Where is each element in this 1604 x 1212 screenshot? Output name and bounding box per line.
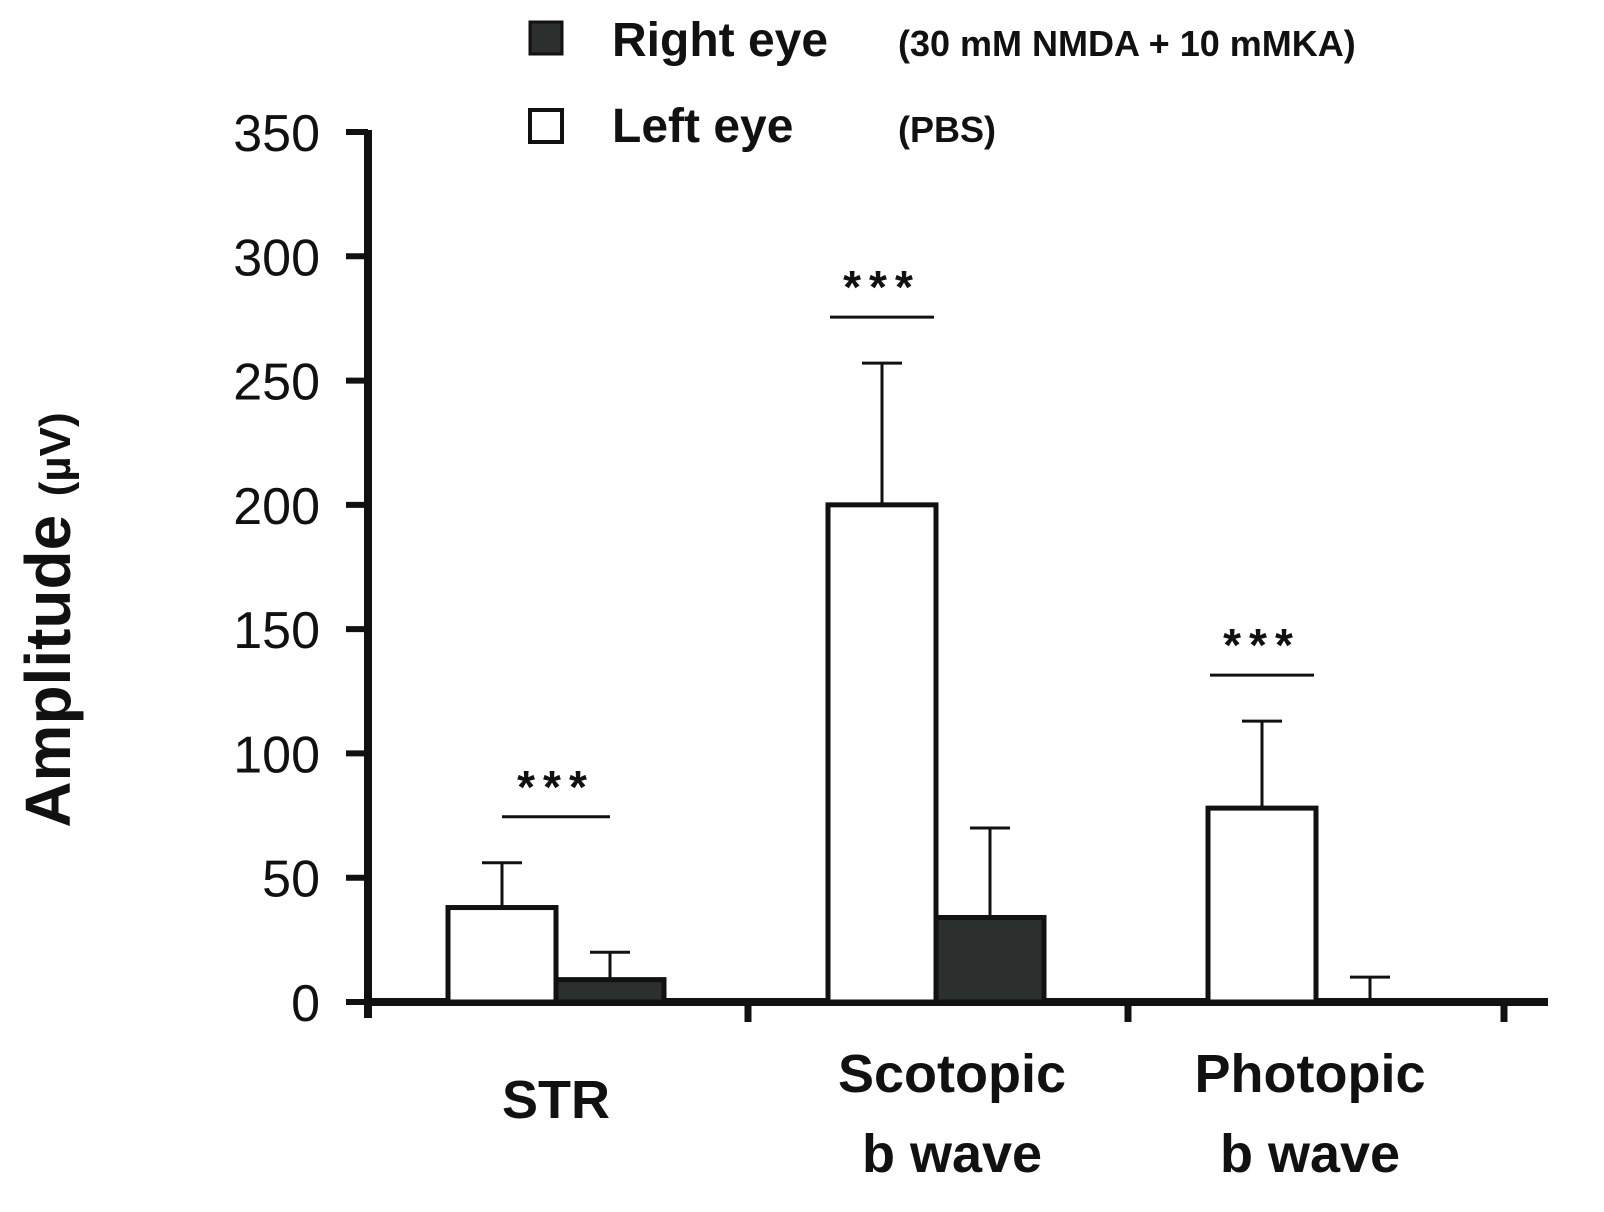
axes: 0 50 100 150 200 250 300 350	[233, 105, 1548, 1033]
y-tick-label: 100	[233, 726, 320, 784]
legend-swatch-right-eye	[528, 20, 564, 56]
category-labels: STR Scotopic b wave Photopic b wave	[502, 1044, 1425, 1184]
legend-note-left-eye: (PBS)	[898, 109, 996, 150]
bar-left-eye	[445, 905, 559, 1005]
y-tick-label: 150	[233, 602, 320, 660]
category-label: Photopic	[1195, 1044, 1426, 1104]
bar-left-eye	[1205, 805, 1319, 1005]
legend: Right eye (30 mM NMDA + 10 mMKA) Left ey…	[528, 14, 1356, 153]
legend-label-right-eye: Right eye	[612, 14, 828, 67]
legend-label-left-eye: Left eye	[612, 100, 793, 153]
category-label: b wave	[1220, 1124, 1400, 1184]
bars	[445, 361, 1390, 1005]
legend-swatch-left-eye	[528, 108, 564, 144]
significance-stars: ***	[517, 761, 595, 813]
bar-left-eye	[825, 502, 939, 1005]
svg-text:Amplitude (µV): Amplitude (µV)	[12, 412, 84, 827]
y-tick-label: 0	[291, 975, 320, 1033]
y-tick-label: 300	[233, 229, 320, 287]
legend-note-right-eye: (30 mM NMDA + 10 mMKA)	[898, 23, 1356, 64]
category-label: Scotopic	[838, 1044, 1066, 1104]
bar-right-eye	[553, 977, 667, 1005]
y-tick-label: 250	[233, 354, 320, 412]
y-axis-title: Amplitude (µV)	[12, 412, 84, 827]
significance-stars: ***	[843, 261, 921, 313]
y-tick-label: 50	[262, 851, 320, 909]
y-tick-label: 200	[233, 478, 320, 536]
bar-right-eye	[933, 914, 1047, 1005]
significance-markers: *** *** ***	[502, 261, 1314, 819]
y-tick-label: 350	[233, 105, 320, 163]
y-axis-label: Amplitude	[12, 515, 84, 828]
y-axis-unit: (µV)	[31, 412, 80, 496]
category-label: b wave	[862, 1124, 1042, 1184]
category-label: STR	[502, 1070, 610, 1130]
significance-stars: ***	[1223, 619, 1301, 671]
